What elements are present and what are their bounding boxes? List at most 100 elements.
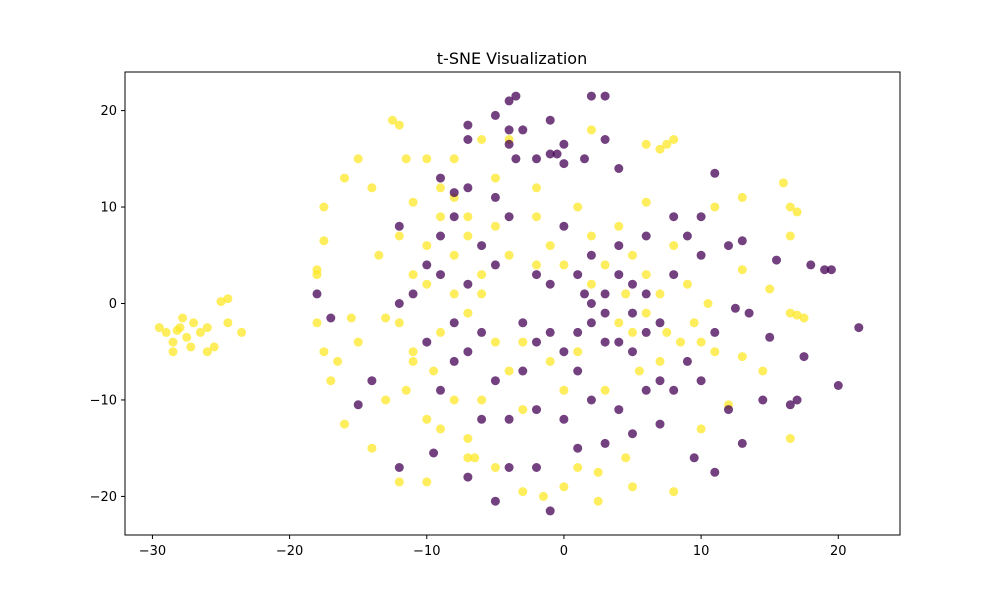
scatter-point-series-1-15 (504, 139, 514, 149)
scatter-point-series-0-134 (641, 308, 651, 318)
scatter-point-series-1-21 (449, 188, 459, 198)
scatter-point-series-0-138 (463, 308, 473, 318)
scatter-point-series-1-39 (758, 395, 768, 405)
scatter-point-series-1-116 (490, 260, 500, 270)
scatter-point-series-0-57 (641, 139, 651, 149)
scatter-point-series-0-114 (696, 337, 706, 347)
scatter-point-series-0-9 (202, 323, 212, 333)
scatter-point-series-0-137 (436, 327, 445, 337)
scatter-point-series-1-34 (655, 419, 665, 429)
scatter-point-series-0-125 (532, 260, 541, 270)
scatter-point-series-1-77 (628, 347, 637, 357)
scatter-point-series-1-70 (532, 270, 541, 280)
scatter-point-series-0-26 (353, 154, 363, 164)
scatter-point-series-0-73 (792, 207, 802, 217)
scatter-point-series-1-121 (394, 299, 404, 308)
scatter-point-series-0-128 (573, 347, 583, 357)
scatter-point-series-0-49 (518, 487, 528, 497)
scatter-point-series-0-142 (408, 356, 418, 366)
scatter-point-series-1-99 (586, 318, 596, 328)
scatter-point-series-0-124 (518, 337, 528, 347)
scatter-point-series-0-132 (621, 289, 631, 299)
scatter-point-series-0-78 (785, 434, 795, 443)
scatter-point-series-0-115 (703, 299, 713, 308)
scatter-point-series-1-103 (641, 289, 651, 299)
scatter-point-series-1-7 (545, 149, 555, 159)
scatter-point-series-0-133 (628, 327, 637, 337)
scatter-point-series-0-21 (340, 173, 349, 183)
scatter-point-series-1-86 (436, 385, 445, 395)
scatter-point-series-1-42 (799, 352, 809, 362)
scatter-point-series-0-39 (436, 424, 445, 434)
x-tick-label: −20 (276, 544, 303, 559)
scatter-point-series-0-1 (182, 332, 192, 342)
scatter-point-series-1-50 (806, 260, 816, 270)
y-axis: −20 −10 0 10 20 (90, 104, 125, 505)
scatter-point-series-0-10 (209, 342, 219, 352)
y-tick-label: 20 (100, 104, 117, 119)
scatter-point-series-0-121 (477, 270, 487, 280)
scatter-point-series-1-18 (600, 135, 610, 144)
scatter-point-series-1-63 (436, 231, 445, 241)
scatter-point-series-0-43 (463, 434, 473, 443)
scatter-point-series-1-11 (580, 154, 589, 164)
scatter-point-series-0-30 (374, 250, 384, 260)
scatter-point-series-0-80 (470, 453, 480, 463)
scatter-point-series-1-30 (545, 506, 555, 516)
scatter-point-series-1-81 (682, 356, 692, 366)
scatter-point-series-1-2 (586, 91, 596, 101)
scatter-point-series-0-126 (545, 356, 555, 366)
scatter-point-series-1-76 (614, 241, 624, 251)
scatter-point-series-1-33 (628, 429, 637, 439)
scatter-point-series-1-40 (785, 400, 795, 410)
scatter-point-series-0-96 (490, 221, 500, 231)
scatter-point-series-1-113 (559, 347, 569, 357)
scatter-point-series-0-75 (785, 308, 795, 318)
scatter-point-series-0-77 (799, 313, 809, 323)
scatter-point-series-1-47 (730, 303, 740, 313)
scatter-point-series-0-93 (449, 395, 459, 405)
scatter-point-series-0-111 (676, 337, 685, 347)
scatter-point-series-0-24 (326, 376, 336, 386)
scatter-point-series-1-106 (586, 299, 596, 308)
scatter-point-series-1-44 (854, 323, 864, 333)
scatter-point-series-0-69 (758, 366, 768, 376)
scatter-point-series-1-57 (326, 313, 336, 323)
scatter-point-series-0-8 (186, 342, 196, 352)
scatter-point-series-0-120 (436, 212, 445, 222)
scatter-point-series-1-0 (511, 91, 521, 101)
scatter-point-series-1-49 (772, 255, 781, 265)
scatter-point-series-0-60 (669, 135, 679, 144)
scatter-point-series-0-46 (490, 173, 500, 183)
scatter-point-series-1-31 (573, 443, 583, 453)
scatter-point-series-1-43 (833, 381, 843, 390)
scatter-point-series-0-36 (422, 477, 432, 487)
scatter-point-series-1-108 (628, 279, 637, 289)
scatter-point-series-0-68 (737, 352, 747, 362)
scatter-point-series-1-97 (696, 376, 706, 386)
x-tick-label: −30 (139, 544, 166, 559)
scatter-point-series-1-14 (463, 135, 473, 144)
scatter-point-series-1-94 (641, 385, 651, 395)
scatter-point-series-0-47 (490, 463, 500, 472)
scatter-point-series-1-80 (669, 270, 679, 280)
scatter-point-series-0-56 (628, 482, 637, 492)
scatter-point-series-1-35 (689, 453, 699, 463)
y-tick-label: −10 (90, 393, 117, 408)
scatter-point-series-0-16 (202, 347, 212, 357)
scatter-point-series-1-4 (504, 125, 514, 135)
scatter-point-series-0-117 (394, 318, 404, 328)
scatter-point-series-0-139 (477, 289, 487, 299)
scatter-point-series-1-96 (682, 231, 692, 241)
scatter-point-series-0-88 (408, 270, 418, 280)
scatter-point-series-0-76 (792, 310, 802, 320)
scatter-point-series-1-98 (573, 270, 583, 280)
scatter-point-series-0-33 (394, 120, 404, 130)
scatter-point-series-1-6 (545, 115, 555, 125)
scatter-point-series-0-101 (559, 385, 569, 395)
x-tick-label: 20 (830, 544, 847, 559)
scatter-point-series-1-54 (696, 212, 706, 222)
scatter-point-series-0-34 (401, 154, 411, 164)
scatter-point-series-1-75 (600, 337, 610, 347)
